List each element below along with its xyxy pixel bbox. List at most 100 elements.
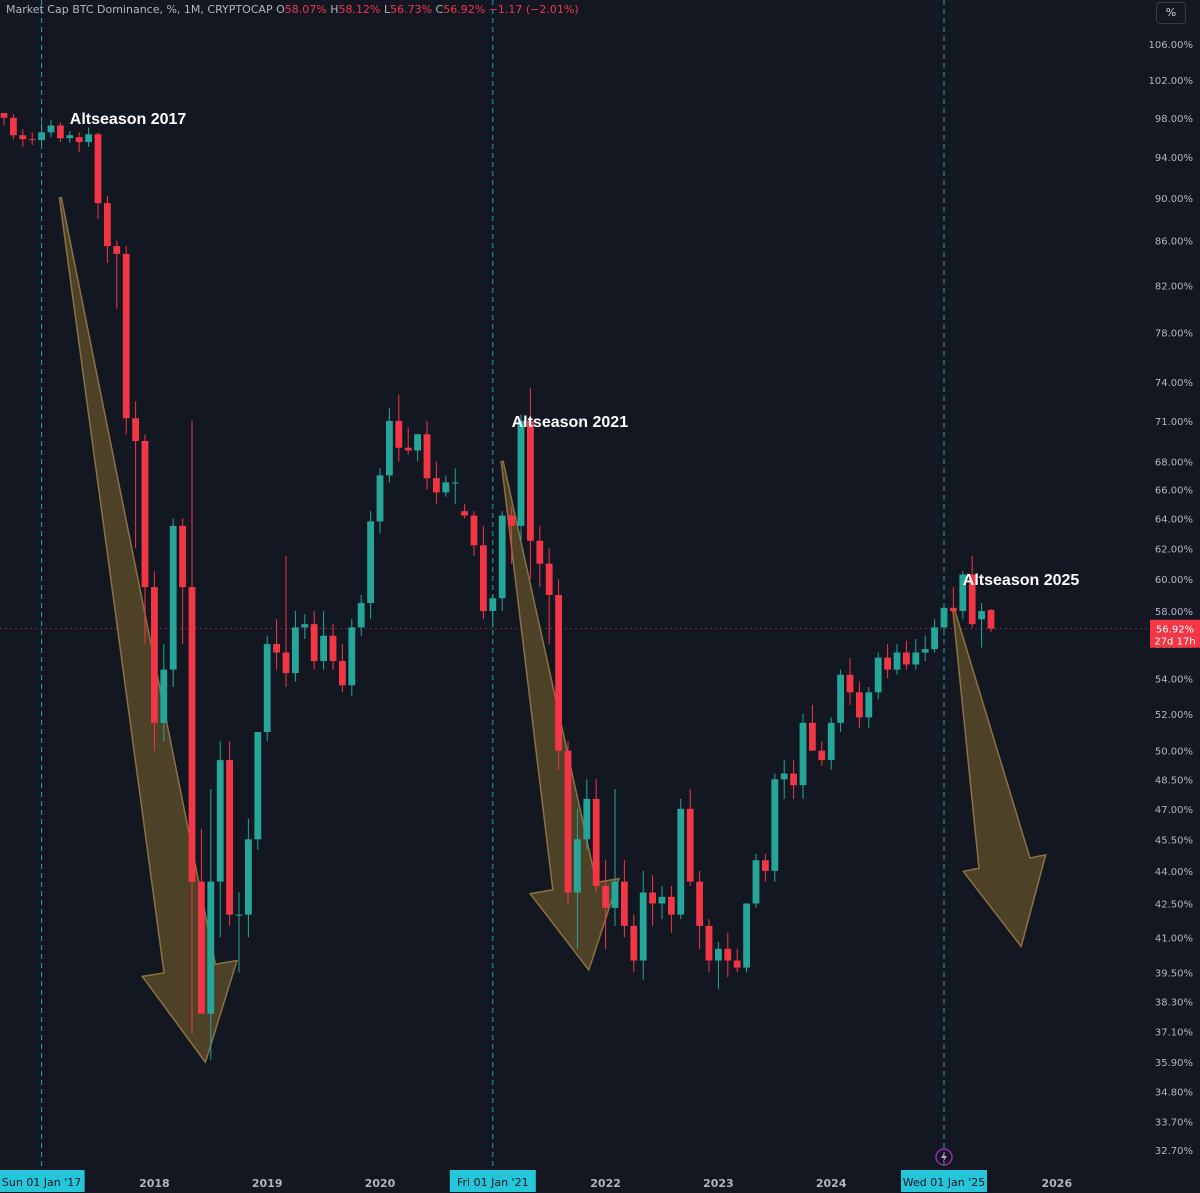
candle-body <box>310 624 318 662</box>
candle-body <box>245 839 252 915</box>
candle-body <box>122 253 130 419</box>
high-value: 58.12% <box>338 3 381 16</box>
price-tick-label: 52.00% <box>1155 710 1193 721</box>
year-tick-label: 2026 <box>1041 1177 1072 1190</box>
candle-body <box>987 609 995 629</box>
candle-body <box>104 203 111 247</box>
candle-body <box>169 525 177 670</box>
candle-body <box>771 779 779 871</box>
candle-body <box>273 644 280 653</box>
high-label: H <box>330 3 339 16</box>
price-tick-label: 106.00% <box>1149 40 1194 51</box>
date-marker-label: Sun 01 Jan '17 <box>2 1176 81 1189</box>
legend-header: Market Cap BTC Dominance, %, 1M, CRYPTOC… <box>6 3 579 16</box>
candle-body <box>85 134 92 143</box>
year-tick-label: 2022 <box>590 1177 621 1190</box>
candle-body <box>376 475 384 522</box>
candle-body <box>489 598 497 612</box>
price-tick-label: 78.00% <box>1155 328 1193 339</box>
candle-body <box>799 722 807 786</box>
price-tick-label: 82.00% <box>1155 281 1193 292</box>
price-tick-label: 74.00% <box>1155 378 1193 389</box>
date-marker-label: Wed 01 Jan '25 <box>903 1176 985 1189</box>
candle-body <box>94 134 102 204</box>
year-tick-label: 2024 <box>816 1177 847 1190</box>
candle-body <box>790 773 797 786</box>
candle-body <box>141 440 149 588</box>
candle-body <box>301 624 309 628</box>
lightning-icon <box>935 1148 953 1166</box>
price-tick-label: 98.00% <box>1155 114 1193 125</box>
altseason-label: Altseason 2017 <box>70 111 187 128</box>
altseason-label: Altseason 2025 <box>963 572 1080 589</box>
date-marker-label: Fri 01 Jan '21 <box>457 1176 529 1189</box>
candle-body <box>386 420 393 476</box>
price-tick-label: 38.30% <box>1155 997 1193 1008</box>
candle-body <box>0 113 8 118</box>
candle-body <box>19 135 27 140</box>
altseason-labels: Altseason 2017 Altseason 2021 Altseason 20… <box>70 111 1080 589</box>
candle-body <box>827 722 835 761</box>
candle-body <box>367 521 374 604</box>
candle-body <box>292 627 299 674</box>
candle-body <box>621 881 628 926</box>
price-tick-label: 62.00% <box>1155 544 1193 555</box>
candle-body <box>320 635 327 662</box>
close-label: C <box>435 3 444 16</box>
candle-body <box>705 925 713 961</box>
price-tick-label: 60.00% <box>1155 575 1193 586</box>
price-tick-label: 48.50% <box>1155 775 1193 786</box>
price-tick-label: 90.00% <box>1155 194 1193 205</box>
candle-body <box>527 420 534 541</box>
candle-body <box>498 515 506 599</box>
candle-body <box>893 652 901 670</box>
price-tick-label: 47.00% <box>1155 805 1193 816</box>
candle-body <box>846 674 854 693</box>
candle-body <box>762 860 769 871</box>
candle-body <box>874 657 882 693</box>
candle-body <box>724 948 732 961</box>
candle-body <box>132 418 139 441</box>
candle-body <box>912 652 920 665</box>
axis-overlays: Sun 01 Jan '17 Fri 01 Jan '21 Wed 01 Jan '… <box>0 619 1200 1192</box>
candle-body <box>226 760 233 915</box>
candle-body <box>151 587 158 723</box>
price-tick-label: 41.00% <box>1155 933 1193 944</box>
candle-body <box>968 574 976 625</box>
candle-body <box>686 808 694 882</box>
price-tick-label: 39.50% <box>1155 968 1193 979</box>
candle-body <box>865 692 873 718</box>
low-label: L <box>383 3 391 16</box>
candle-body <box>602 885 609 908</box>
candle-body <box>329 635 337 662</box>
date-marker-badge <box>449 1170 536 1192</box>
date-marker-badge <box>901 1170 987 1192</box>
candle-body <box>235 914 243 916</box>
lightning-glyph <box>941 1152 947 1162</box>
candle-body <box>113 246 121 254</box>
candle-body <box>592 798 600 886</box>
candle-body <box>348 627 356 686</box>
altseason-label: Altseason 2021 <box>512 414 629 431</box>
candle-body <box>809 722 816 751</box>
candle-body <box>433 478 440 493</box>
candle-body <box>38 132 45 141</box>
open-value: 58.07% <box>284 3 327 16</box>
candle-body <box>903 652 910 665</box>
symbol-title[interactable]: Market Cap BTC Dominance, %, 1M, CRYPTOC… <box>6 3 273 16</box>
candle-body <box>921 649 929 653</box>
candles <box>0 113 995 1060</box>
candle-body <box>442 482 450 493</box>
percent-scale-button[interactable]: % <box>1156 2 1186 24</box>
candle-body <box>254 732 262 840</box>
candle-body <box>837 674 844 723</box>
candle-body <box>743 903 750 968</box>
price-tick-label: 37.10% <box>1155 1027 1193 1038</box>
candle-body <box>978 611 985 620</box>
price-tick-label: 32.70% <box>1155 1146 1193 1157</box>
candle-body <box>282 652 290 674</box>
candle-body <box>696 881 703 926</box>
candle-body <box>658 896 666 904</box>
candle-body <box>508 515 515 526</box>
